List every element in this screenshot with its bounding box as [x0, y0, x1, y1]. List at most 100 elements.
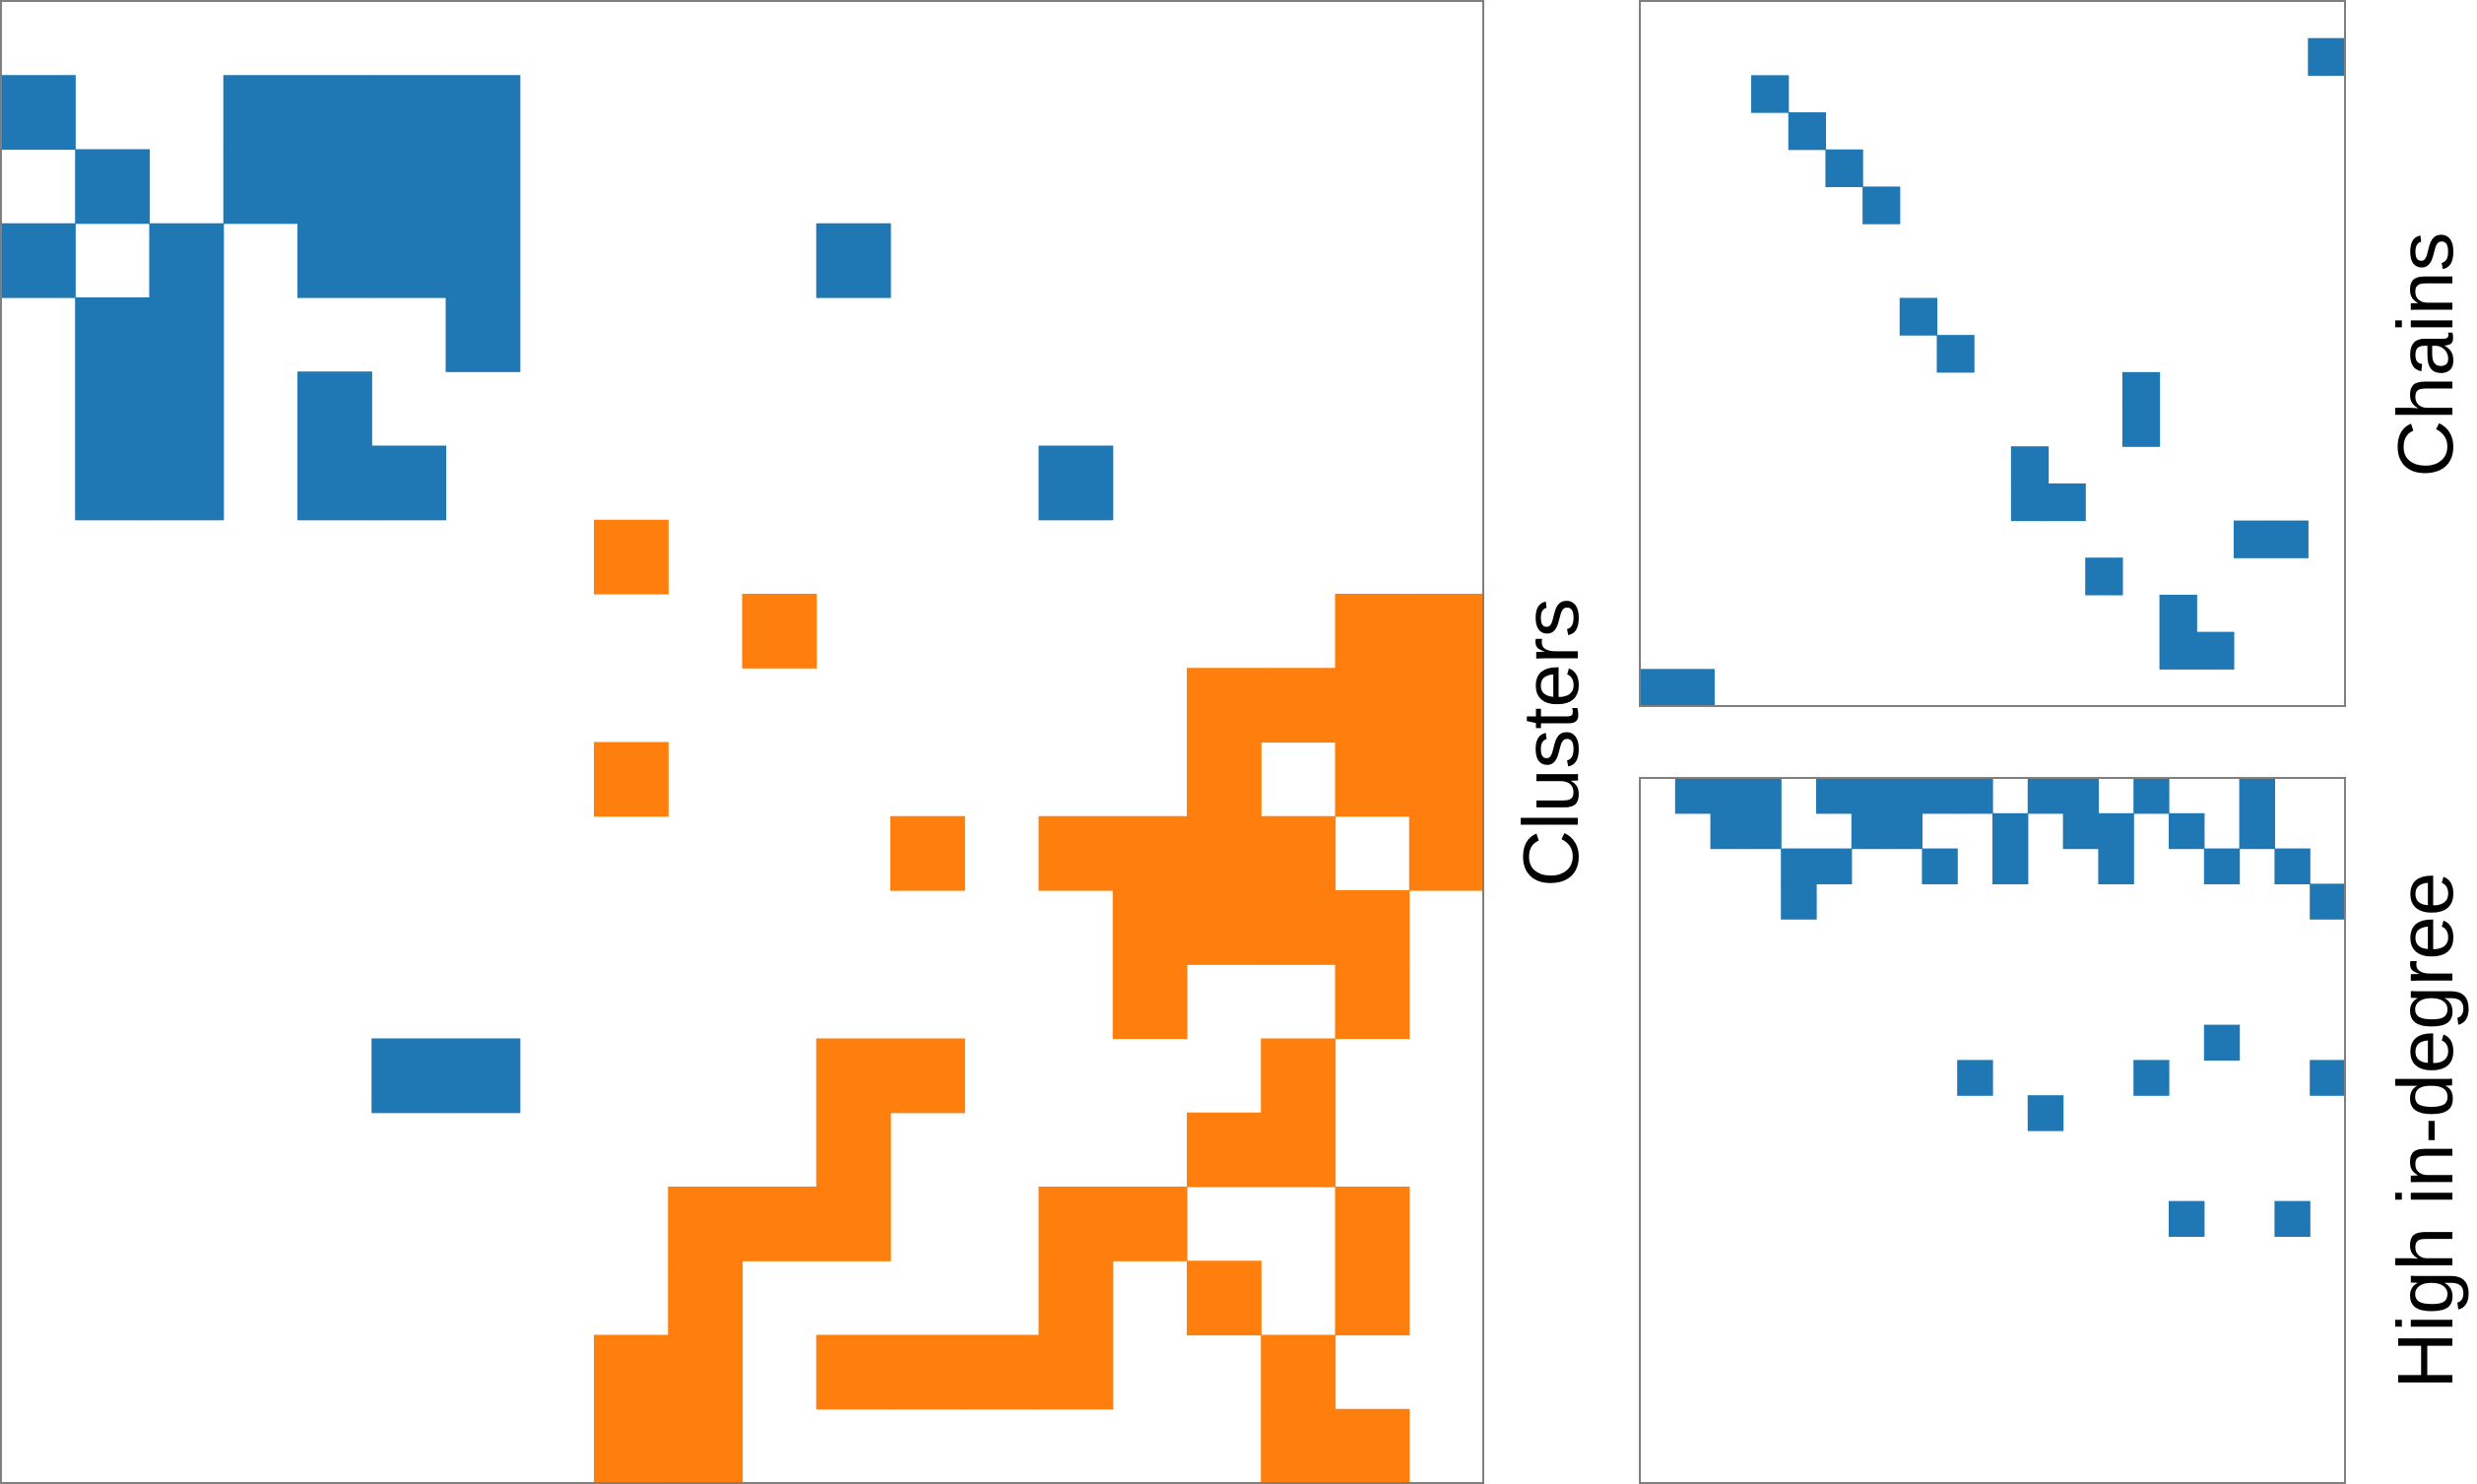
matrix-cell	[2121, 409, 2161, 447]
matrix-cell	[2239, 778, 2275, 814]
matrix-cell	[890, 815, 965, 891]
matrix-cell	[1751, 75, 1790, 113]
matrix-cell	[668, 1334, 744, 1410]
matrix-cell	[1676, 669, 1715, 707]
matrix-cell	[2027, 1095, 2064, 1131]
matrix-cell	[1851, 812, 1888, 850]
chains-cells	[1640, 37, 2346, 707]
matrix-cell	[1408, 742, 1484, 817]
matrix-cell	[297, 149, 372, 225]
matrix-cell	[2270, 520, 2309, 558]
matrix-cell	[1825, 149, 1863, 188]
matrix-cell	[1038, 1334, 1114, 1410]
matrix-cell	[1851, 778, 1888, 814]
matrix-cell	[1781, 848, 1817, 884]
matrix-cell	[2027, 778, 2064, 814]
matrix-cell	[1112, 1187, 1188, 1261]
matrix-cell	[1745, 778, 1782, 814]
matrix-cell	[1, 223, 76, 298]
matrix-cell	[2133, 1060, 2170, 1096]
matrix-cell	[668, 1260, 744, 1336]
matrix-cell	[1261, 668, 1336, 743]
matrix-cell	[2310, 883, 2346, 920]
matrix-cell	[2098, 812, 2134, 850]
matrix-cell	[2274, 1200, 2311, 1237]
matrix-cell	[2308, 37, 2346, 76]
matrix-cell	[2085, 557, 2123, 596]
chains-frame	[1639, 0, 2346, 707]
matrix-cell	[149, 223, 225, 298]
matrix-cell	[1261, 1334, 1336, 1410]
matrix-cell	[149, 445, 225, 521]
matrix-cell	[594, 742, 669, 817]
matrix-cell	[1335, 594, 1410, 669]
matrix-cell	[297, 223, 372, 298]
matrix-cell	[223, 149, 298, 225]
matrix-cell	[1408, 668, 1484, 743]
matrix-cell	[2239, 812, 2275, 850]
matrix-cell	[1038, 815, 1114, 891]
matrix-cell	[1922, 848, 1958, 884]
matrix-cell	[815, 1187, 891, 1261]
matrix-cell	[1187, 1112, 1262, 1188]
matrix-cell	[1038, 1187, 1114, 1261]
matrix-cell	[594, 1408, 669, 1484]
clusters-frame	[0, 0, 1484, 1484]
matrix-cell	[1674, 778, 1712, 814]
matrix-cell	[1816, 778, 1853, 814]
matrix-cell	[1112, 815, 1188, 891]
matrix-cell	[2159, 631, 2197, 670]
clusters-panel: Clusters	[0, 0, 1595, 1484]
matrix-cell	[815, 1038, 891, 1114]
matrix-cell	[1187, 890, 1262, 965]
matrix-cell	[2010, 483, 2050, 522]
matrix-cell	[445, 1038, 521, 1114]
matrix-cell	[1862, 186, 1901, 225]
matrix-cell	[1640, 669, 1678, 707]
matrix-cell	[1745, 812, 1782, 850]
matrix-cell	[1187, 668, 1262, 743]
matrix-cell	[1992, 848, 2029, 884]
matrix-cell	[2274, 848, 2311, 884]
matrix-cell	[2233, 520, 2272, 558]
matrix-cell	[1957, 778, 1993, 814]
matrix-cell	[297, 75, 372, 151]
matrix-cell	[1038, 445, 1114, 521]
chains-label: Chains	[2381, 231, 2469, 477]
matrix-cell	[223, 75, 298, 151]
matrix-cell	[2121, 371, 2161, 411]
matrix-cell	[1922, 778, 1958, 814]
matrix-cell	[2169, 812, 2205, 850]
matrix-cell	[742, 594, 817, 669]
matrix-cell	[1, 75, 76, 151]
high-in-degree-frame	[1639, 777, 2346, 1484]
matrix-cell	[890, 1334, 965, 1410]
matrix-cell	[2203, 848, 2241, 884]
matrix-cell	[75, 149, 151, 225]
matrix-cell	[1112, 890, 1188, 965]
matrix-cell	[2098, 848, 2134, 884]
matrix-cell	[1710, 778, 1746, 814]
matrix-cell	[1261, 890, 1336, 965]
matrix-cell	[1335, 890, 1410, 965]
matrix-cell	[445, 149, 521, 225]
matrix-cell	[371, 1038, 447, 1114]
matrix-cell	[2010, 446, 2050, 484]
matrix-cell	[1187, 815, 1262, 891]
matrix-cell	[2159, 594, 2197, 633]
matrix-cell	[1261, 815, 1336, 891]
matrix-cell	[1886, 812, 1923, 850]
matrix-cell	[2310, 1060, 2346, 1096]
matrix-cell	[2196, 631, 2235, 670]
matrix-cell	[964, 1334, 1040, 1410]
matrix-cell	[815, 223, 891, 298]
chains-panel: Chains	[1639, 0, 2469, 707]
matrix-cell	[1335, 742, 1410, 817]
matrix-cell	[1710, 812, 1746, 850]
matrix-cell	[75, 297, 151, 372]
matrix-cell	[1936, 335, 1975, 373]
high-in-degree-cells	[1674, 778, 2346, 1237]
matrix-cell	[1261, 1408, 1336, 1484]
clusters-label: Clusters	[1507, 598, 1595, 886]
matrix-cell	[1957, 1060, 1993, 1096]
